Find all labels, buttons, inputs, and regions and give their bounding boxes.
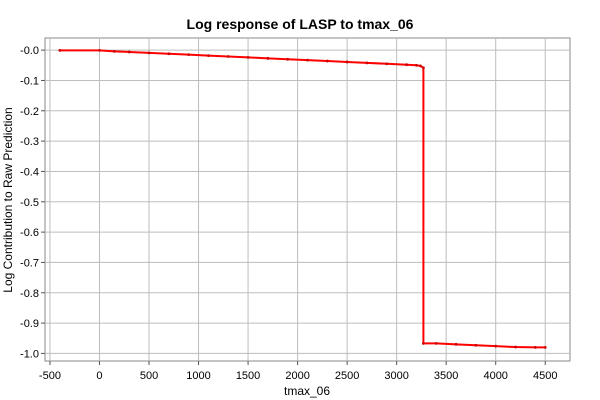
x-tick-label: 3000 bbox=[384, 370, 408, 382]
data-point bbox=[167, 52, 171, 56]
data-point bbox=[286, 57, 290, 61]
y-tick-label: -0.8 bbox=[20, 288, 39, 300]
grid-layer bbox=[45, 38, 570, 361]
data-point bbox=[98, 49, 101, 52]
y-tick-label: -0.6 bbox=[20, 227, 39, 239]
series-layer bbox=[58, 49, 547, 349]
data-point bbox=[494, 344, 498, 348]
data-point bbox=[187, 53, 191, 57]
data-point bbox=[385, 62, 389, 66]
data-point bbox=[514, 345, 517, 349]
x-tick-label: 1500 bbox=[236, 370, 260, 382]
data-point bbox=[543, 345, 547, 349]
y-tick-label: -0.7 bbox=[20, 257, 39, 269]
x-axis-label: tmax_06 bbox=[284, 384, 330, 398]
x-tick-label: -500 bbox=[39, 370, 61, 382]
y-tick-label: -0.2 bbox=[20, 106, 39, 118]
data-point bbox=[246, 56, 250, 59]
y-tick-label: -0.3 bbox=[20, 136, 39, 148]
data-point bbox=[419, 64, 422, 68]
chart-title: Log response of LASP to tmax_06 bbox=[187, 16, 414, 32]
y-tick-label: -0.4 bbox=[20, 166, 39, 178]
y-tick-label: -0.0 bbox=[20, 45, 39, 57]
data-point bbox=[226, 55, 230, 58]
x-tick-label: 3500 bbox=[434, 370, 458, 382]
data-point bbox=[112, 49, 116, 53]
data-point bbox=[266, 56, 270, 60]
data-point bbox=[474, 343, 478, 347]
x-tick-label: 2500 bbox=[335, 370, 359, 382]
data-point bbox=[127, 50, 131, 54]
data-point bbox=[306, 58, 309, 62]
data-point bbox=[365, 61, 369, 65]
y-tick-label: -0.9 bbox=[20, 318, 39, 330]
plot-area bbox=[44, 37, 571, 362]
data-point bbox=[147, 51, 151, 55]
data-point bbox=[207, 54, 210, 57]
y-axis-label: Log Contribution to Raw Prediction bbox=[1, 107, 15, 292]
x-tick-label: 4500 bbox=[533, 370, 557, 382]
data-point bbox=[422, 342, 425, 345]
y-tick-label: -1.0 bbox=[20, 348, 39, 360]
data-point bbox=[345, 60, 349, 64]
x-tick-label: 2000 bbox=[285, 370, 309, 382]
x-tick-label: 4000 bbox=[483, 370, 507, 382]
x-tick-label: 1000 bbox=[186, 370, 210, 382]
y-tick-label: -0.1 bbox=[20, 75, 39, 87]
y-tick-label: -0.5 bbox=[20, 197, 39, 209]
data-point bbox=[58, 49, 62, 52]
data-point bbox=[325, 59, 329, 63]
x-tick-label: 500 bbox=[140, 370, 158, 382]
data-point bbox=[415, 63, 418, 67]
data-point bbox=[434, 342, 438, 345]
x-tick-label: 0 bbox=[96, 370, 102, 382]
tick-layer: -500 0 500 1000 1500 2000 2500 3000 3500 4000 4500… bbox=[20, 45, 557, 382]
data-point bbox=[405, 63, 408, 67]
data-point bbox=[454, 342, 458, 346]
data-point bbox=[533, 345, 537, 349]
data-point bbox=[422, 66, 425, 70]
